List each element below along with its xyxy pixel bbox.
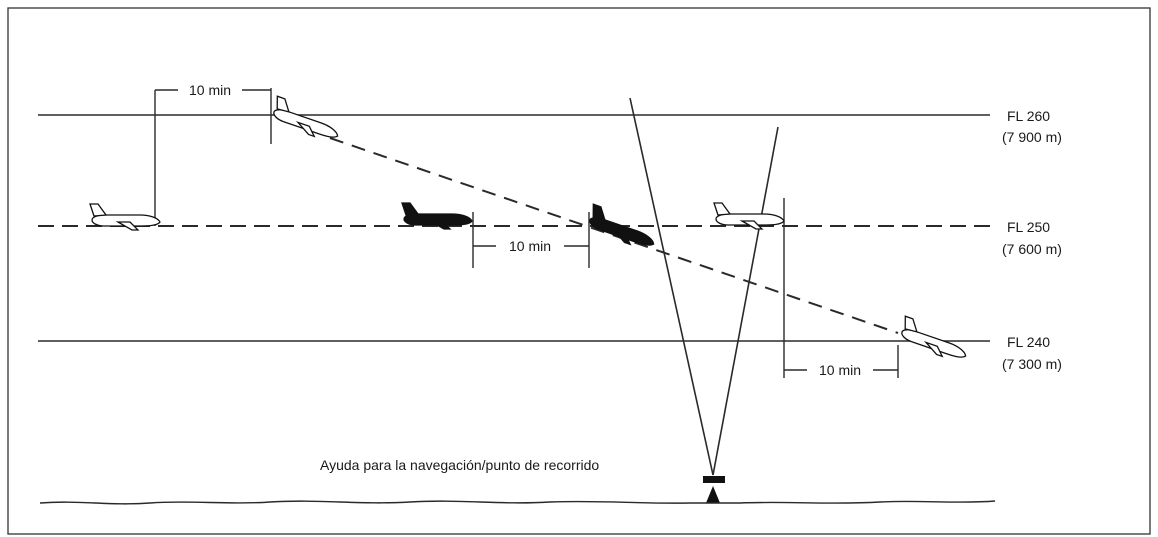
- separation-label-3: 10 min: [819, 362, 861, 378]
- descent-track: [329, 137, 899, 334]
- fl240-label: FL 240: [1007, 334, 1050, 350]
- separation-label-1: 10 min: [189, 82, 231, 98]
- fl240-altitude: (7 300 m): [1002, 356, 1062, 372]
- navaid-cone-left: [629, 97, 714, 476]
- navaid-label: Ayuda para la navegación/punto de recorr…: [320, 457, 599, 473]
- fl250-label: FL 250: [1007, 219, 1050, 235]
- separation-bracket-3: [783, 198, 899, 378]
- fl260-label: FL 260: [1007, 108, 1050, 124]
- navaid-icon: [703, 476, 725, 503]
- separation-bracket-2: [472, 212, 590, 268]
- fl260-altitude: (7 900 m): [1002, 129, 1062, 145]
- fl250-altitude: (7 600 m): [1002, 241, 1062, 257]
- ground-line: [39, 500, 996, 505]
- diagram-frame: [7, 7, 1151, 535]
- separation-bracket-1: [154, 88, 272, 226]
- navaid-cone-right: [712, 126, 779, 476]
- separation-label-2: 10 min: [509, 238, 551, 254]
